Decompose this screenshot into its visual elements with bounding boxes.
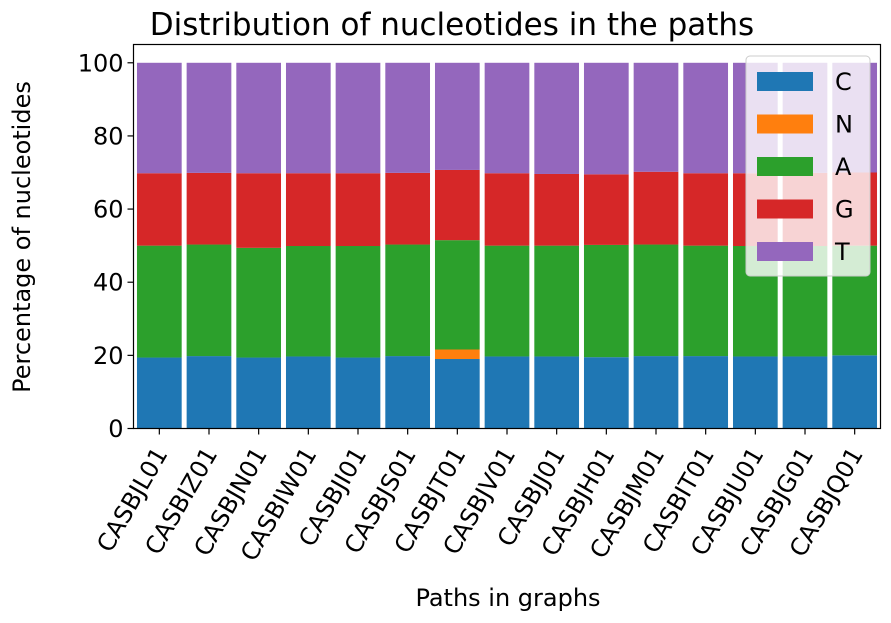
bar-a-casbji01 (335, 246, 381, 358)
y-axis-label: Percentage of nucleotides (8, 81, 36, 393)
bar-c-casbjv01 (484, 356, 530, 429)
x-axis: CASBJL01CASBIZ01CASBJN01CASBIW01CASBJI01… (91, 428, 869, 566)
bar-a-casbjt01 (434, 240, 480, 350)
bar-a-casbiz01 (186, 244, 232, 357)
y-axis: 0 20 40 60 80 100 (78, 49, 134, 443)
y-tick-label: 80 (93, 122, 124, 150)
bar-g-casbji01 (335, 173, 381, 247)
y-tick-label: 40 (93, 269, 124, 297)
bar-c-casbjm01 (633, 356, 679, 429)
bar-t-casbjv01 (484, 62, 530, 174)
bar-g-casbit01 (683, 173, 729, 246)
legend-swatch-a (757, 157, 813, 176)
bar-t-casbjt01 (434, 62, 480, 170)
bar-t-casbjs01 (385, 62, 431, 173)
bar-c-casbit01 (683, 356, 729, 429)
legend-label-t: T (834, 238, 850, 266)
bar-t-casbji01 (335, 62, 381, 174)
y-tick-label: 60 (93, 196, 124, 224)
y-tick-label: 0 (108, 415, 123, 443)
bar-c-casbiz01 (186, 356, 232, 429)
x-axis-label: Paths in graphs (415, 584, 600, 612)
bar-t-casbjn01 (236, 62, 282, 174)
legend-swatch-g (757, 199, 813, 219)
bar-a-casbiw01 (285, 246, 331, 357)
bar-c-casbjs01 (385, 356, 431, 429)
bar-c-casbjh01 (583, 357, 629, 429)
legend-label-n: N (835, 111, 853, 139)
bar-t-casbit01 (683, 62, 729, 174)
legend-swatch-n (757, 114, 813, 134)
bar-a-casbjv01 (484, 245, 530, 357)
bar-a-casbjs01 (385, 244, 431, 357)
bar-t-casbjl01 (136, 62, 182, 174)
bar-c-casbju01 (732, 356, 778, 429)
legend-swatch-t (757, 242, 813, 261)
y-tick-label: 100 (78, 49, 124, 77)
bar-g-casbjt01 (434, 169, 480, 241)
bar-a-casbjm01 (633, 244, 679, 357)
bar-g-casbjm01 (633, 171, 679, 245)
bar-c-casbjt01 (434, 359, 480, 429)
bar-c-casbjn01 (236, 357, 282, 429)
bar-n-casbjt01 (434, 349, 480, 360)
bar-c-casbjj01 (534, 356, 580, 429)
bar-t-casbiw01 (285, 62, 331, 174)
legend-label-c: C (835, 68, 852, 96)
bar-c-casbjq01 (832, 355, 878, 429)
legend-label-a: A (835, 153, 852, 181)
bar-g-casbjj01 (534, 173, 580, 246)
bar-g-casbjn01 (236, 173, 282, 248)
bar-c-casbiw01 (285, 356, 331, 429)
bar-g-casbiw01 (285, 173, 331, 247)
bar-g-casbjh01 (583, 174, 629, 245)
legend-swatch-c (757, 72, 813, 91)
bar-a-casbjj01 (534, 245, 580, 357)
bar-t-casbiz01 (186, 62, 232, 173)
bar-a-casbjh01 (583, 244, 629, 358)
bar-c-casbjg01 (782, 356, 828, 429)
bar-t-casbjj01 (534, 62, 580, 174)
bar-g-casbiz01 (186, 172, 232, 245)
legend-label-g: G (835, 196, 854, 224)
bar-a-casbit01 (683, 245, 729, 357)
bar-g-casbjs01 (385, 172, 431, 245)
bar-c-casbjl01 (136, 357, 182, 429)
bar-t-casbjh01 (583, 62, 629, 175)
bar-a-casbjn01 (236, 247, 282, 358)
bar-t-casbjm01 (633, 62, 679, 172)
bar-a-casbjl01 (136, 245, 182, 358)
y-tick-label: 20 (93, 342, 124, 370)
bar-c-casbji01 (335, 357, 381, 429)
bar-g-casbjl01 (136, 173, 182, 246)
chart-title: Distribution of nucleotides in the paths (150, 7, 754, 43)
bar-g-casbjv01 (484, 173, 530, 246)
